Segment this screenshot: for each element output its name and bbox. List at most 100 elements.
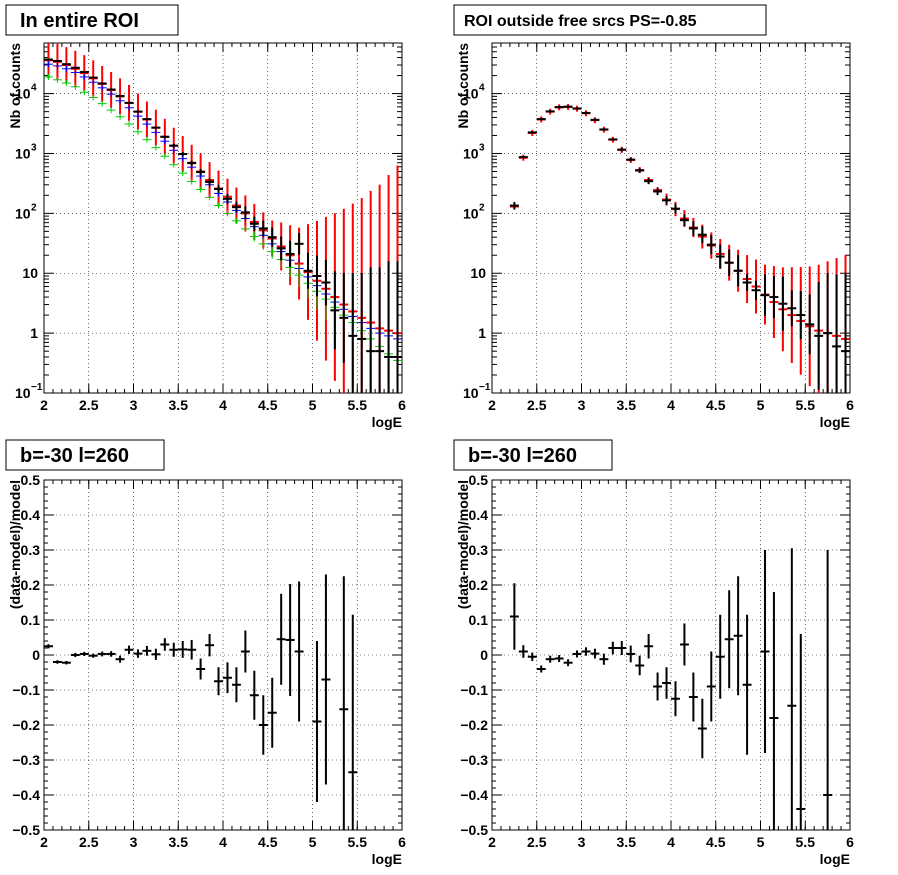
x-tick-label: 6	[846, 397, 854, 413]
data-point	[697, 698, 707, 759]
data-point-series-2	[88, 94, 98, 101]
data-point	[590, 648, 600, 659]
x-tick-label: 4.5	[258, 834, 278, 850]
data-point-series-3	[79, 70, 89, 73]
y-tick-label-exponent: 2	[479, 202, 485, 213]
x-tick-label: 5	[309, 397, 317, 413]
x-tick-label: 3.5	[169, 397, 189, 413]
data-point	[285, 583, 295, 696]
data-point-series-1	[133, 113, 143, 120]
data-point-series-3	[393, 261, 402, 393]
x-tick-label: 3.5	[169, 834, 189, 850]
y-tick-label-base: 10	[463, 86, 479, 102]
y-tick-label: 0.2	[469, 577, 489, 593]
data-point-series-1	[599, 128, 609, 131]
data-point-series-1	[590, 118, 600, 122]
data-point-series-2	[151, 144, 161, 151]
y-tick-label: −0.1	[12, 682, 40, 698]
title-box	[453, 4, 767, 36]
y-axis-title: (data-model)/model	[455, 480, 471, 609]
y-tick-label-base: 10	[463, 205, 479, 221]
data-point	[294, 581, 304, 722]
x-tick-label: 5.5	[348, 834, 368, 850]
data-point	[258, 695, 268, 755]
data-point	[321, 574, 331, 785]
data-point	[715, 614, 725, 699]
x-tick-label: 2	[488, 397, 496, 413]
data-point	[527, 652, 537, 661]
data-point-series-3	[124, 101, 134, 104]
data-point-series-1	[88, 79, 98, 86]
data-point-series-3	[267, 227, 277, 247]
data-point-series-3	[115, 95, 125, 98]
data-point	[509, 583, 519, 650]
y-tick-label-exponent: 4	[31, 83, 37, 94]
data-point-series-2	[223, 210, 232, 217]
data-point-series-1	[178, 155, 188, 162]
data-point-series-2	[169, 161, 179, 168]
x-tick-label: 2.5	[527, 834, 547, 850]
data-point-series-1	[841, 273, 850, 393]
data-point	[626, 645, 636, 663]
x-tick-label: 5	[309, 834, 317, 850]
x-tick-label: 5.5	[796, 834, 816, 850]
y-tick-label-base: 10	[463, 385, 479, 401]
data-point	[240, 630, 250, 673]
data-point-series-2	[115, 113, 125, 120]
y-tick-label-exponent: 3	[31, 142, 37, 153]
y-tick-label: 0.5	[469, 472, 489, 488]
title-box	[5, 439, 165, 471]
data-point-series-2	[70, 83, 80, 90]
data-point-series-1	[115, 97, 125, 104]
data-point-series-1	[44, 61, 53, 68]
data-point-series-1	[536, 117, 546, 121]
data-point	[61, 660, 71, 665]
data-point	[572, 650, 582, 658]
data-point-series-1	[608, 138, 618, 141]
data-point-series-1	[581, 111, 591, 115]
x-tick-label: 2.5	[79, 397, 99, 413]
y-tick-label: 0.4	[21, 507, 41, 523]
data-point-series-2	[61, 80, 71, 87]
data-point-series-1	[805, 294, 815, 355]
data-point-series-1	[778, 276, 788, 331]
data-point-series-3	[178, 152, 188, 156]
data-point-series-3	[160, 135, 170, 138]
x-tick-label: 3.5	[617, 834, 637, 850]
data-point-series-3	[366, 267, 376, 393]
data-point	[70, 652, 80, 658]
data-point-series-3	[303, 252, 313, 289]
data-point-series-2	[249, 231, 259, 242]
data-point-series-2	[214, 202, 223, 209]
chart-title: ROI outside free srcs PS=-0.85	[464, 13, 697, 30]
data-point-series-2	[294, 263, 304, 288]
data-point-series-1	[832, 274, 842, 393]
data-point-series-2	[97, 100, 107, 107]
data-point-series-1	[796, 291, 806, 340]
data-point-series-3	[169, 143, 179, 148]
data-point-series-2	[106, 107, 116, 114]
data-point-series-3	[357, 273, 367, 393]
data-point	[688, 672, 698, 722]
plot-frame	[43, 479, 403, 831]
data-point-series-2	[133, 128, 143, 135]
y-tick-label-exponent: 3	[479, 142, 485, 153]
y-tick-label-base: 10	[463, 145, 479, 161]
y-tick-label: 0.4	[469, 507, 489, 523]
data-point-series-1	[706, 235, 716, 255]
data-point-series-2	[178, 170, 188, 177]
data-point-series-2	[231, 217, 241, 224]
data-point-series-1	[572, 107, 582, 110]
y-tick-label: 0.3	[469, 542, 489, 558]
x-tick-label: 4.5	[258, 397, 278, 413]
data-point-series-2	[187, 178, 197, 185]
y-tick-label: 0.5	[21, 472, 41, 488]
data-point-series-1	[760, 274, 770, 317]
y-axis-title: Nb of counts	[455, 43, 471, 129]
data-point-series-3	[321, 259, 331, 306]
x-tick-label: 3	[130, 834, 138, 850]
data-point	[563, 659, 573, 667]
